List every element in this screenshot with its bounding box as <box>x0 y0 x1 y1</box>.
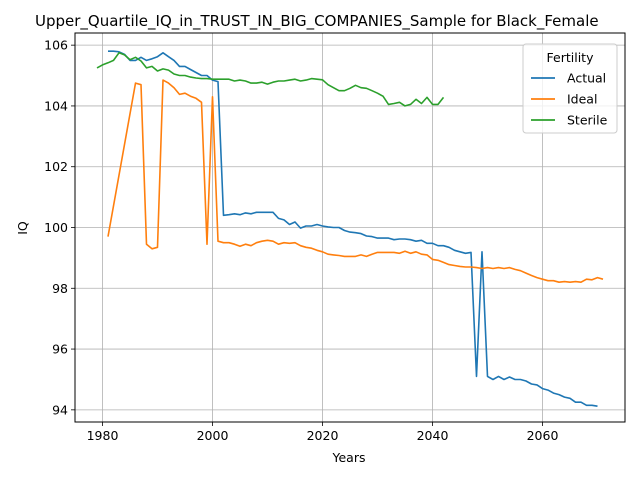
legend: Fertility Actual Ideal Sterile <box>522 43 618 134</box>
y-tick-label: 104 <box>44 98 68 113</box>
x-tick-label: 1980 <box>87 428 119 443</box>
series-line-ideal <box>107 79 604 283</box>
y-tick-label: 102 <box>44 159 68 174</box>
legend-title: Fertility <box>547 50 595 65</box>
x-tick-label: 2020 <box>307 428 339 443</box>
y-axis-title: IQ <box>15 221 30 235</box>
y-tick-label: 98 <box>52 281 68 296</box>
legend-label-actual: Actual <box>567 71 606 86</box>
legend-label-ideal: Ideal <box>567 92 597 107</box>
legend-box <box>522 43 618 134</box>
x-axis: 1980 2000 2020 2040 2060 <box>87 422 559 443</box>
y-tick-label: 106 <box>44 38 68 53</box>
series-layer <box>96 50 604 407</box>
y-tick-label: 94 <box>52 402 68 417</box>
x-axis-title: Years <box>332 450 366 465</box>
series-line-actual <box>108 50 598 407</box>
x-tick-label: 2060 <box>527 428 559 443</box>
legend-label-sterile: Sterile <box>567 113 608 128</box>
y-tick-label: 100 <box>44 220 68 235</box>
series-line-sterile <box>96 52 445 107</box>
y-tick-label: 96 <box>52 342 68 357</box>
y-axis: 94 96 98 100 102 104 106 <box>44 38 75 417</box>
chart-title: Upper_Quartile_IQ_in_TRUST_IN_BIG_COMPAN… <box>35 12 599 31</box>
x-tick-label: 2000 <box>197 428 229 443</box>
x-tick-label: 2040 <box>417 428 449 443</box>
